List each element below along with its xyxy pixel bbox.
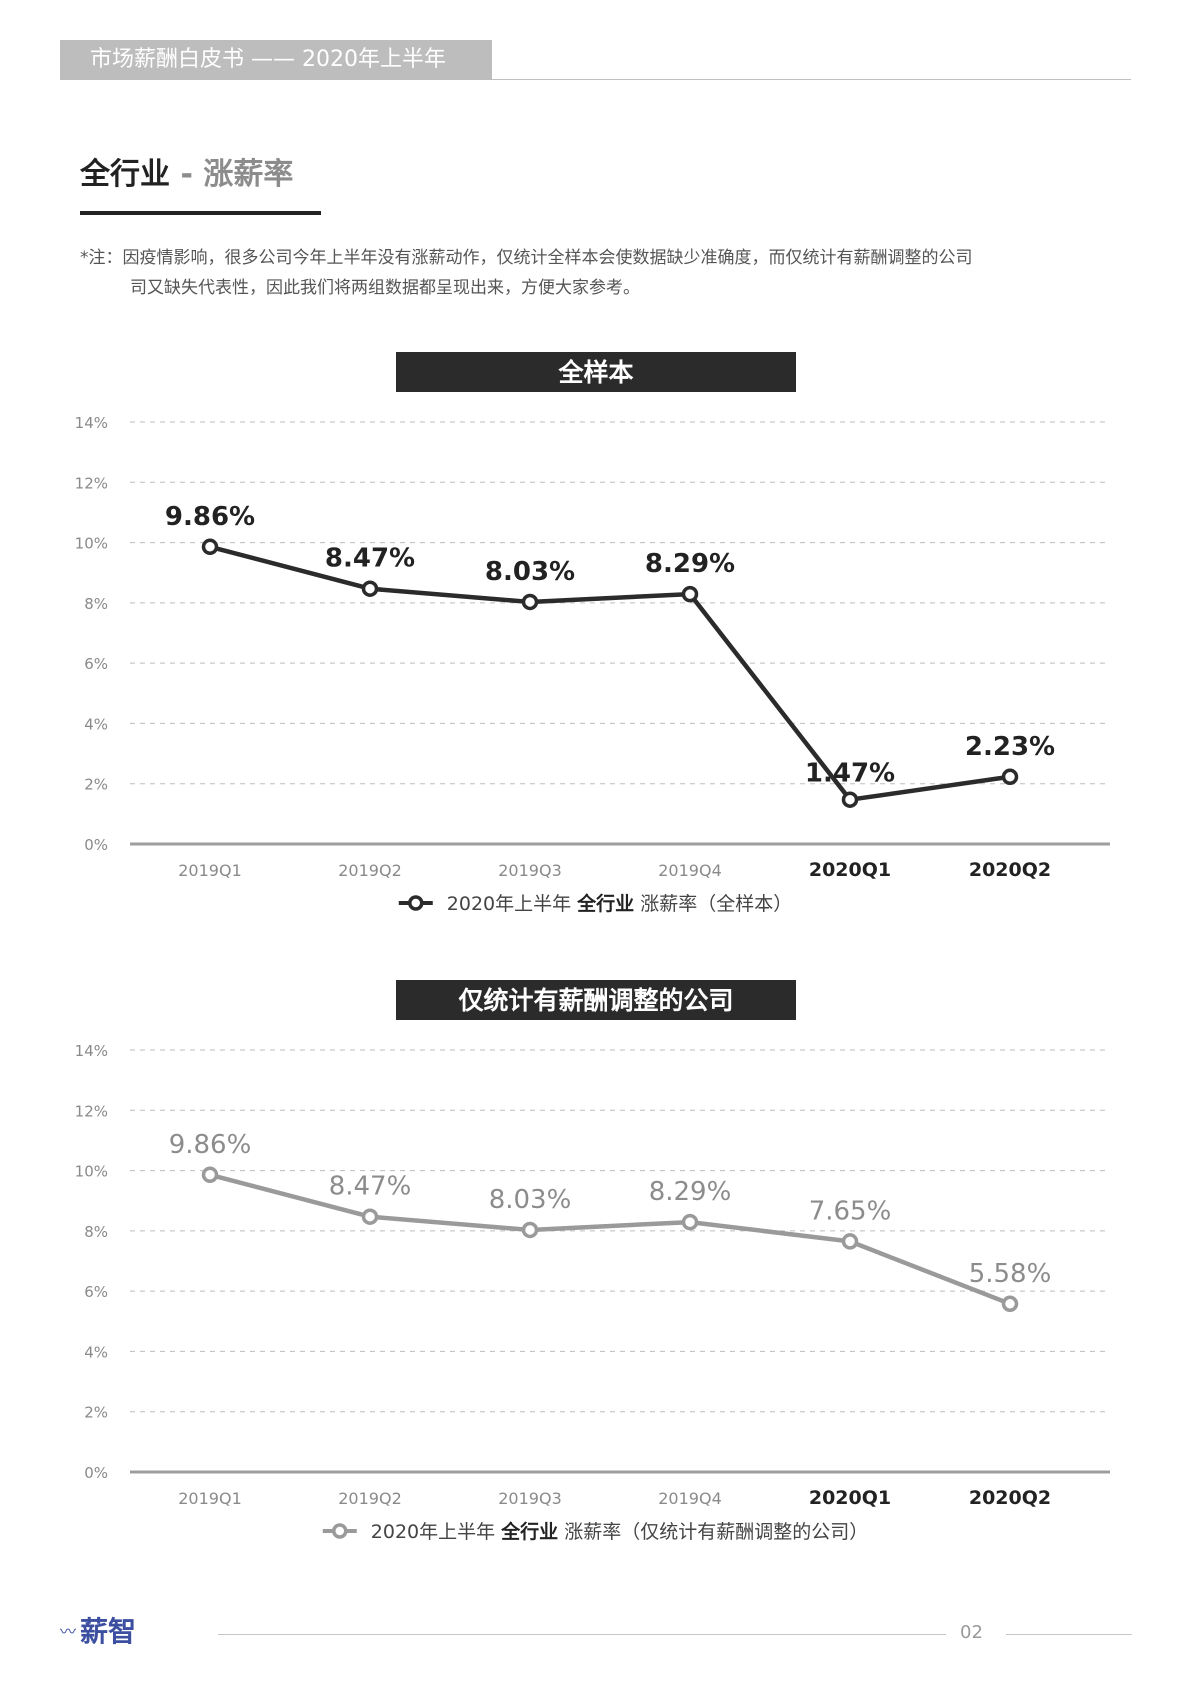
legend-label: 2020年上半年 全行业 涨薪率（仅统计有薪酬调整的公司） <box>371 1520 868 1543</box>
x-tick-label: 2019Q4 <box>658 1489 722 1508</box>
legend: 2020年上半年 全行业 涨薪率（全样本） <box>398 892 792 915</box>
footer-logo: 〰 薪智 <box>60 1612 136 1648</box>
x-tick-label: 2019Q4 <box>658 861 722 880</box>
legend-marker-swatch <box>408 895 424 911</box>
section-title: 全行业 - 涨薪率 <box>80 155 293 195</box>
y-tick-label: 14% <box>75 1042 108 1060</box>
data-label: 8.47% <box>329 1172 412 1202</box>
section-title-sep: - <box>170 157 204 192</box>
section-title-sub: 涨薪率 <box>203 157 294 192</box>
data-point <box>841 791 859 808</box>
footer-rule-left <box>218 1634 946 1635</box>
note-line-2: 司又缺失代表性，因此我们将两组数据都呈现出来，方便大家参考。 <box>130 278 640 298</box>
y-tick-label: 12% <box>75 1102 108 1120</box>
data-label: 9.86% <box>169 1130 252 1160</box>
data-label: 5.58% <box>969 1259 1052 1289</box>
legend: 2020年上半年 全行业 涨薪率（仅统计有薪酬调整的公司） <box>322 1520 868 1543</box>
data-label: 8.29% <box>649 1177 732 1207</box>
note-line-1: *注：因疫情影响，很多公司今年上半年没有涨薪动作，仅统计全样本会使数据缺少准确度… <box>80 248 973 268</box>
x-tick-label: 2019Q2 <box>338 861 402 880</box>
data-point <box>1001 1295 1019 1313</box>
data-point <box>521 593 539 611</box>
series-line <box>209 544 1011 802</box>
y-tick-label: 6% <box>84 1283 108 1301</box>
chart-title: 全样本 <box>557 358 633 387</box>
chart-title-band <box>396 980 796 1020</box>
y-tick-label: 2% <box>84 776 108 794</box>
y-tick-label: 14% <box>75 414 108 432</box>
data-label: 8.03% <box>489 1185 572 1215</box>
y-tick-label: 4% <box>84 1343 108 1361</box>
y-tick-label: 8% <box>84 595 108 613</box>
data-point <box>361 1208 379 1225</box>
x-tick-label: 2019Q2 <box>338 1489 402 1508</box>
data-point <box>201 538 219 556</box>
data-point <box>1001 768 1019 786</box>
chart-title-band <box>396 352 796 392</box>
series-line <box>209 1172 1011 1306</box>
y-tick-label: 6% <box>84 655 108 673</box>
data-point <box>841 1233 859 1250</box>
y-tick-label: 10% <box>75 535 108 553</box>
note: *注：因疫情影响，很多公司今年上半年没有涨薪动作，仅统计全样本会使数据缺少准确度… <box>80 243 1120 303</box>
data-label: 7.65% <box>809 1196 892 1226</box>
y-tick-label: 12% <box>75 474 108 492</box>
x-tick-label: 2020Q1 <box>809 1487 891 1509</box>
x-tick-label: 2020Q2 <box>969 1487 1051 1509</box>
x-tick-label: 2020Q2 <box>969 859 1051 881</box>
data-label: 8.47% <box>325 544 415 574</box>
x-tick-label: 2020Q1 <box>809 859 891 881</box>
data-label: 9.86% <box>165 502 255 532</box>
y-tick-label: 10% <box>75 1163 108 1181</box>
y-tick-label: 0% <box>84 1464 108 1482</box>
header-rule <box>492 79 1131 80</box>
data-point <box>521 1221 539 1239</box>
footer-rule-right <box>1006 1634 1132 1635</box>
y-tick-label: 4% <box>84 715 108 733</box>
chart-adjusted-companies: 仅统计有薪酬调整的公司 0% 2% 4% 6% 8% 10% 12% 14% 2019Q1 2019… <box>75 980 1110 1543</box>
logo-wave-icon: 〰 <box>60 1622 77 1641</box>
x-tick-label: 2019Q1 <box>178 861 242 880</box>
legend-marker-swatch <box>332 1523 348 1539</box>
header-title: 市场薪酬白皮书 —— 2020年上半年 <box>90 47 446 72</box>
data-point <box>681 1213 699 1231</box>
x-tick-label: 2019Q3 <box>498 861 562 880</box>
y-tick-label: 2% <box>84 1404 108 1422</box>
data-point <box>201 1166 219 1184</box>
section-title-main: 全行业 <box>80 157 170 192</box>
section-underline <box>80 211 321 215</box>
data-point <box>681 585 699 603</box>
logo-text: 薪智 <box>80 1615 137 1648</box>
data-label: 2.23% <box>965 732 1055 762</box>
y-tick-label: 0% <box>84 836 108 854</box>
data-point <box>361 580 379 597</box>
page-number: 02 <box>960 1622 983 1643</box>
legend-label: 2020年上半年 全行业 涨薪率（全样本） <box>447 892 792 915</box>
chart-title: 仅统计有薪酬调整的公司 <box>458 986 733 1015</box>
chart-full-sample: 全样本 0% 2% 4% 6% 8% 10% 12% 14% 2019Q1 2019Q2 2019Q3… <box>75 352 1110 915</box>
data-label: 1.47% <box>805 759 895 789</box>
data-label: 8.03% <box>485 557 575 587</box>
data-label: 8.29% <box>645 549 735 579</box>
header-band <box>60 40 492 80</box>
y-tick-label: 8% <box>84 1223 108 1241</box>
x-tick-label: 2019Q3 <box>498 1489 562 1508</box>
x-tick-label: 2019Q1 <box>178 1489 242 1508</box>
